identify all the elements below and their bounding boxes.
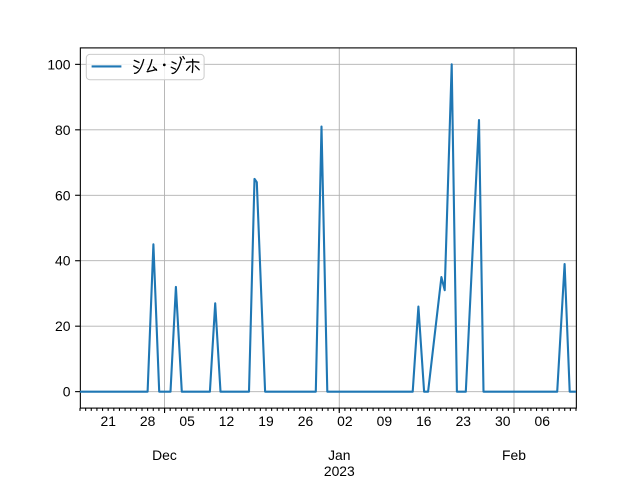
svg-text:Dec: Dec	[152, 447, 177, 463]
svg-text:06: 06	[534, 413, 550, 429]
svg-text:100: 100	[47, 56, 70, 72]
svg-text:0: 0	[63, 384, 71, 400]
svg-text:80: 80	[55, 122, 71, 138]
svg-text:40: 40	[55, 253, 71, 269]
svg-text:2023: 2023	[324, 463, 355, 479]
svg-text:Jan: Jan	[328, 447, 350, 463]
svg-text:02: 02	[337, 413, 353, 429]
svg-text:60: 60	[55, 187, 71, 203]
svg-text:Feb: Feb	[502, 447, 526, 463]
svg-text:26: 26	[298, 413, 314, 429]
svg-text:09: 09	[377, 413, 393, 429]
svg-text:16: 16	[416, 413, 432, 429]
svg-text:30: 30	[495, 413, 511, 429]
svg-text:23: 23	[456, 413, 472, 429]
svg-text:12: 12	[219, 413, 235, 429]
svg-text:19: 19	[258, 413, 274, 429]
svg-text:21: 21	[100, 413, 116, 429]
svg-text:28: 28	[140, 413, 156, 429]
svg-text:05: 05	[179, 413, 195, 429]
svg-text:20: 20	[55, 318, 71, 334]
